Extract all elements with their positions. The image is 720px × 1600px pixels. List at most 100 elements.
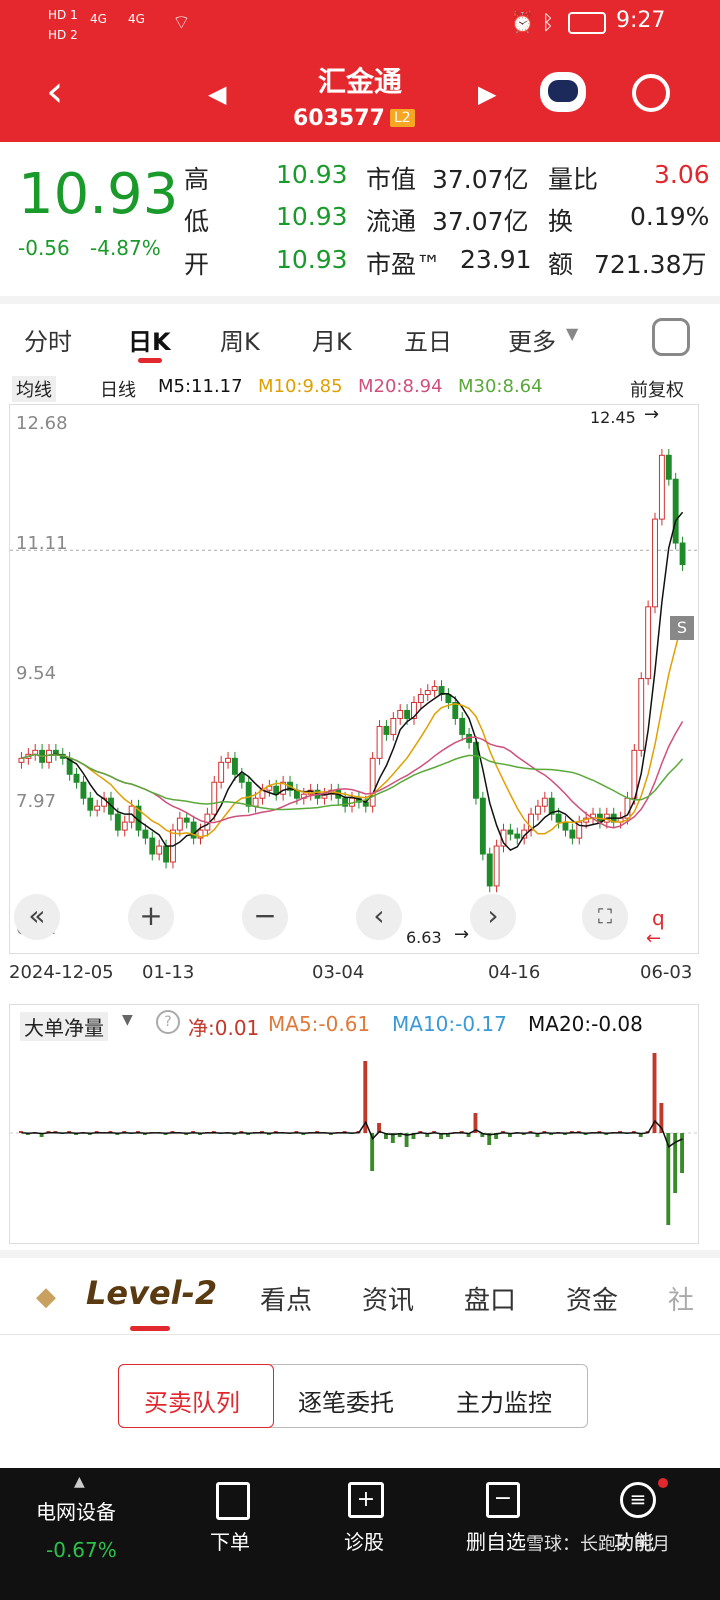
zoom-out-icon[interactable]: − bbox=[242, 894, 288, 940]
tab-five-day[interactable]: 五日 bbox=[404, 328, 452, 356]
scroll-right-icon[interactable]: › bbox=[470, 894, 516, 940]
quote-value-float: 37.07亿 bbox=[432, 207, 529, 236]
caret-down-icon: ▼ bbox=[566, 324, 579, 343]
q-signal-badge: q bbox=[652, 906, 665, 930]
ma-mode-select[interactable]: 均线 bbox=[12, 376, 56, 402]
candle bbox=[197, 829, 204, 839]
money-bar bbox=[507, 1133, 512, 1137]
candle bbox=[163, 845, 170, 863]
search-icon[interactable] bbox=[632, 74, 670, 112]
adjust-mode[interactable]: 前复权 bbox=[630, 380, 684, 401]
tab-news[interactable]: 资讯 bbox=[362, 1286, 415, 1316]
money-bar bbox=[390, 1133, 395, 1143]
subtab-tick-orders[interactable]: 逐笔委托 bbox=[298, 1389, 394, 1417]
candle bbox=[218, 761, 225, 783]
indicator-select[interactable]: 大单净量 bbox=[20, 1012, 108, 1041]
active-tab-indicator bbox=[138, 358, 162, 363]
money-bar bbox=[535, 1133, 540, 1137]
help-icon[interactable]: ? bbox=[156, 1010, 180, 1034]
tab-more[interactable]: 更多 bbox=[508, 328, 556, 356]
money-bar bbox=[432, 1131, 437, 1133]
money-ma-line bbox=[21, 1119, 683, 1148]
diagnose-icon[interactable]: + bbox=[348, 1482, 384, 1518]
scroll-far-left-icon[interactable]: « bbox=[14, 894, 60, 940]
money-bar bbox=[652, 1053, 657, 1133]
candle bbox=[397, 709, 404, 719]
candle bbox=[321, 793, 328, 799]
candle bbox=[431, 686, 438, 692]
tab-weekly-k[interactable]: 周K bbox=[220, 328, 260, 356]
prev-stock-icon[interactable]: ◀ bbox=[208, 80, 227, 108]
quote-label-low: 低 bbox=[184, 207, 210, 236]
app-header: HD 1 HD 2 4G 4G ⌔ ⏰ ᛒ 9:27 ‹ ◀ ▶ 汇金通 603… bbox=[0, 0, 720, 142]
diagnose-label[interactable]: 诊股 bbox=[344, 1530, 384, 1554]
max-price-label: 12.45 bbox=[590, 408, 636, 427]
money-flow-chart[interactable] bbox=[9, 1004, 699, 1244]
next-stock-icon[interactable]: ▶ bbox=[478, 80, 497, 108]
candle bbox=[576, 821, 583, 839]
x-tick-label: 03-04 bbox=[312, 962, 365, 983]
candle bbox=[121, 821, 128, 831]
quote-value-open: 10.93 bbox=[276, 245, 348, 274]
subtab-active-frame bbox=[118, 1364, 274, 1428]
robot-assistant-icon[interactable] bbox=[540, 72, 586, 112]
level2-tab[interactable]: Level-2 bbox=[86, 1274, 218, 1312]
candle bbox=[541, 797, 548, 807]
money-bar bbox=[383, 1133, 388, 1139]
candle bbox=[176, 817, 183, 831]
status-time: 9:27 bbox=[616, 8, 666, 33]
money-bar bbox=[39, 1133, 44, 1137]
money-bar bbox=[645, 1131, 650, 1133]
tab-monthly-k[interactable]: 月K bbox=[312, 328, 352, 356]
quote-value-amount: 721.38万 bbox=[594, 250, 707, 279]
tab-daily-k[interactable]: 日K bbox=[128, 328, 171, 356]
money-bar bbox=[370, 1133, 375, 1171]
subtab-bid-ask-queue[interactable]: 买卖队列 bbox=[144, 1389, 240, 1417]
ma-line-m10 bbox=[21, 621, 684, 838]
quote-value-pe: 23.91 bbox=[460, 245, 532, 274]
money-bar bbox=[494, 1133, 499, 1139]
quote-label-high: 高 bbox=[184, 165, 210, 194]
quote-label-amount: 额 bbox=[548, 250, 574, 279]
candle bbox=[73, 773, 80, 783]
candle bbox=[390, 717, 397, 735]
quote-value-mktcap: 37.07亿 bbox=[432, 165, 529, 194]
y-tick-label: 11.11 bbox=[16, 533, 68, 554]
period-label: 日线 bbox=[100, 380, 136, 401]
x-tick-label: 2024-12-05 bbox=[9, 962, 114, 983]
order-icon[interactable] bbox=[216, 1482, 250, 1520]
tab-highlights[interactable]: 看点 bbox=[260, 1286, 313, 1316]
tab-community[interactable]: 社 bbox=[668, 1286, 695, 1316]
money-bar bbox=[411, 1133, 416, 1139]
candle bbox=[507, 829, 514, 835]
scroll-left-icon[interactable]: ‹ bbox=[356, 894, 402, 940]
tab-intraday[interactable]: 分时 bbox=[24, 328, 72, 356]
candle bbox=[411, 702, 417, 719]
candle bbox=[645, 606, 652, 680]
quote-value-turnover: 0.19% bbox=[630, 202, 710, 231]
zoom-in-icon[interactable]: + bbox=[128, 894, 174, 940]
candle bbox=[342, 797, 349, 807]
price-change: -0.56 bbox=[18, 236, 70, 260]
subtab-main-monitor[interactable]: 主力监控 bbox=[456, 1389, 552, 1417]
stock-name: 汇金通 bbox=[317, 65, 402, 98]
remove-watchlist-label[interactable]: 删自选 bbox=[466, 1530, 526, 1554]
back-icon[interactable]: ‹ bbox=[46, 66, 64, 117]
tab-orderbook[interactable]: 盘口 bbox=[464, 1286, 517, 1316]
candle bbox=[87, 797, 94, 811]
money-bar bbox=[659, 1103, 664, 1133]
function-label[interactable]: 功能 bbox=[614, 1530, 654, 1554]
kline-chart[interactable] bbox=[9, 404, 699, 954]
settings-hex-icon[interactable] bbox=[652, 318, 690, 356]
function-menu-icon[interactable]: ≡ bbox=[620, 1482, 656, 1518]
candle bbox=[280, 781, 287, 795]
notification-dot bbox=[658, 1478, 668, 1488]
legend-m30: M30:8.64 bbox=[458, 376, 543, 397]
candle bbox=[459, 717, 466, 735]
remove-watchlist-icon[interactable]: − bbox=[486, 1482, 520, 1518]
sim2-label: HD 2 bbox=[48, 28, 78, 42]
order-label[interactable]: 下单 bbox=[210, 1530, 250, 1554]
tab-capital[interactable]: 资金 bbox=[566, 1286, 619, 1316]
sector-name[interactable]: 电网设备 bbox=[36, 1500, 116, 1524]
fullscreen-icon[interactable]: ⛶ bbox=[582, 894, 628, 940]
